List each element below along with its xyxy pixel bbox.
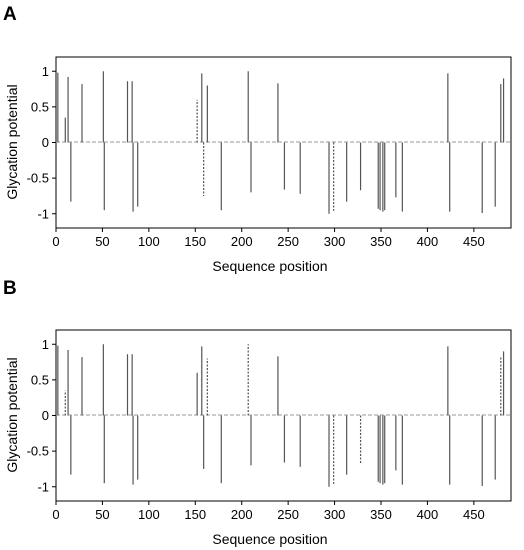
panel-a-label: A [3,4,17,25]
panel-a-x-tick-label: 150 [184,234,206,249]
panel-b: B 1 0.5 0 -0.5 -1 0 50 100 150 200 250 300 350 400 45… [3,278,512,547]
panel-b-x-tick-label: 50 [95,507,109,522]
panel-b-x-axis-title: Sequence position [212,531,327,547]
panel-a-x-tick-label: 400 [417,234,439,249]
panel-b-x-tick-label: 450 [463,507,485,522]
panel-a-y-axis-title: Glycation potential [4,84,20,199]
panel-a-x-tick-label: 250 [277,234,299,249]
panel-a-x-tick-label: 0 [52,234,59,249]
panel-a-x-tick-label: 350 [370,234,392,249]
panel-b-x-tick-label: 150 [184,507,206,522]
panel-b-x-tick-label: 250 [277,507,299,522]
panel-b-bars [57,344,505,487]
panel-b-x-tick-label: 350 [370,507,392,522]
panel-b-y-axis-title: Glycation potential [4,357,20,472]
panel-b-x-tick-label: 100 [138,507,160,522]
panel-b-y-axis: 1 0.5 0 -0.5 -1 [27,337,56,494]
panel-a-y-tick-label: 0 [42,135,49,150]
panel-a-x-tick-label: 200 [231,234,253,249]
panel-a-x-tick-label: 100 [138,234,160,249]
panel-b-x-tick-label: 0 [52,507,59,522]
panel-b-x-tick-label: 200 [231,507,253,522]
panel-b-y-tick-label: 1 [42,337,49,352]
panel-a-x-axis-title: Sequence position [212,258,327,274]
panel-b-y-tick-label: -1 [37,479,49,494]
panel-a-x-tick-label: 300 [324,234,346,249]
panel-b-y-tick-label: 0 [42,408,49,423]
panel-b-label: B [3,278,17,299]
panel-b-y-tick-label: 0.5 [31,372,49,387]
panel-a-bars [57,71,505,214]
panel-b-x-tick-label: 400 [417,507,439,522]
panel-a: A 1 0.5 0 -0.5 -1 0 50 100 150 200 250 300 350 400 45… [3,4,512,274]
panel-a-y-tick-label: -1 [37,206,49,221]
panel-b-y-tick-label: -0.5 [27,444,49,459]
panel-a-y-tick-label: 0.5 [31,99,49,114]
panel-b-x-tick-label: 300 [324,507,346,522]
panel-a-y-tick-label: -0.5 [27,171,49,186]
panel-a-x-axis: 0 50 100 150 200 250 300 350 400 450 [52,228,485,249]
panel-a-y-axis: 1 0.5 0 -0.5 -1 [27,64,56,221]
panel-a-x-tick-label: 450 [463,234,485,249]
panel-b-x-axis: 0 50 100 150 200 250 300 350 400 450 [52,501,485,522]
panel-a-y-tick-label: 1 [42,64,49,79]
panel-a-x-tick-label: 50 [95,234,109,249]
